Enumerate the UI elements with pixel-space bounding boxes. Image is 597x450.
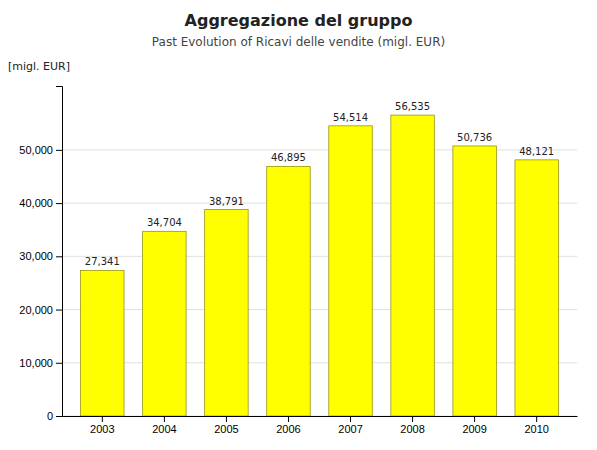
y-tick-mark xyxy=(56,416,62,417)
y-axis-label: [migl. EUR] xyxy=(8,60,70,73)
y-tick-label: 20,000 xyxy=(19,304,53,316)
chart-container: Aggregazione del gruppo Past Evolution of… xyxy=(0,0,597,450)
x-axis: 2003 2004 2005 2006 2007 2008 2009 2010 xyxy=(63,416,578,435)
grid-line xyxy=(62,149,577,150)
y-tick-mark xyxy=(56,256,62,257)
y-tick: 40,000 xyxy=(19,197,62,209)
y-axis: 0 10,000 20,000 30,000 40,000 50,000 xyxy=(19,87,62,423)
y-tick: 50,000 xyxy=(19,144,62,156)
data-label: 54,514 xyxy=(333,112,368,123)
bar xyxy=(143,231,186,416)
x-tick: 2007 xyxy=(338,416,362,435)
x-tick-mark xyxy=(288,416,289,422)
y-tick-mark xyxy=(56,363,62,364)
data-labels: 27,341 34,704 38,791 46,895 54,514 56,535 50,7… xyxy=(85,101,554,267)
y-tick: 10,000 xyxy=(19,357,62,369)
data-label: 50,736 xyxy=(457,132,492,143)
data-label: 46,895 xyxy=(271,152,306,163)
bar xyxy=(267,166,310,416)
chart-svg: Aggregazione del gruppo Past Evolution of… xyxy=(0,0,597,450)
grid-line xyxy=(62,362,577,363)
y-tick-label: 10,000 xyxy=(19,357,53,369)
subtitle: Past Evolution of Ricavi delle vendite (… xyxy=(152,35,445,49)
x-tick-mark xyxy=(164,416,165,422)
title: Aggregazione del gruppo xyxy=(185,11,413,30)
x-tick-label: 2007 xyxy=(338,423,362,435)
x-tick-mark xyxy=(474,416,475,422)
y-tick-mark xyxy=(56,150,62,151)
x-tick-mark xyxy=(412,416,413,422)
bar xyxy=(205,210,248,416)
y-tick-label: 50,000 xyxy=(19,144,53,156)
y-tick: 0 xyxy=(47,410,62,422)
plot: 27,341 34,704 38,791 46,895 54,514 56,535 50,7… xyxy=(19,87,577,435)
x-tick-label: 2009 xyxy=(462,423,486,435)
y-tick-mark xyxy=(56,310,62,311)
x-tick-mark xyxy=(536,416,537,422)
grid-line xyxy=(62,256,577,257)
y-tick-label: 40,000 xyxy=(19,197,53,209)
x-tick: 2004 xyxy=(152,416,176,435)
x-tick: 2006 xyxy=(276,416,300,435)
data-label: 56,535 xyxy=(395,101,430,112)
y-tick-label: 0 xyxy=(47,410,53,422)
data-label: 48,121 xyxy=(519,146,554,157)
grid-line xyxy=(62,416,577,417)
x-tick-label: 2005 xyxy=(214,423,238,435)
x-tick: 2009 xyxy=(462,416,486,435)
x-tick-mark xyxy=(102,416,103,422)
x-tick: 2010 xyxy=(524,416,548,435)
bar xyxy=(329,126,372,416)
bar xyxy=(391,115,434,416)
grid xyxy=(62,150,577,416)
data-label: 38,791 xyxy=(209,196,244,207)
bar xyxy=(515,160,558,416)
x-tick: 2005 xyxy=(214,416,238,435)
bars xyxy=(81,115,559,416)
x-tick-mark xyxy=(350,416,351,422)
x-tick-label: 2008 xyxy=(400,423,424,435)
x-tick-label: 2004 xyxy=(152,423,176,435)
y-tick-mark xyxy=(56,203,62,204)
y-tick: 20,000 xyxy=(19,304,62,316)
bar xyxy=(81,270,124,416)
grid-line xyxy=(62,203,577,204)
bar xyxy=(453,146,496,416)
grid-line xyxy=(62,309,577,310)
x-tick: 2008 xyxy=(400,416,424,435)
y-tick-label: 30,000 xyxy=(19,250,53,262)
y-tick: 30,000 xyxy=(19,250,62,262)
y-axis-line xyxy=(56,87,63,417)
x-tick-label: 2010 xyxy=(524,423,548,435)
x-tick-mark xyxy=(226,416,227,422)
x-tick-label: 2006 xyxy=(276,423,300,435)
data-label: 27,341 xyxy=(85,256,120,267)
data-label: 34,704 xyxy=(147,217,182,228)
x-axis-line xyxy=(63,416,578,417)
x-tick-label: 2003 xyxy=(90,423,114,435)
x-tick: 2003 xyxy=(90,416,114,435)
